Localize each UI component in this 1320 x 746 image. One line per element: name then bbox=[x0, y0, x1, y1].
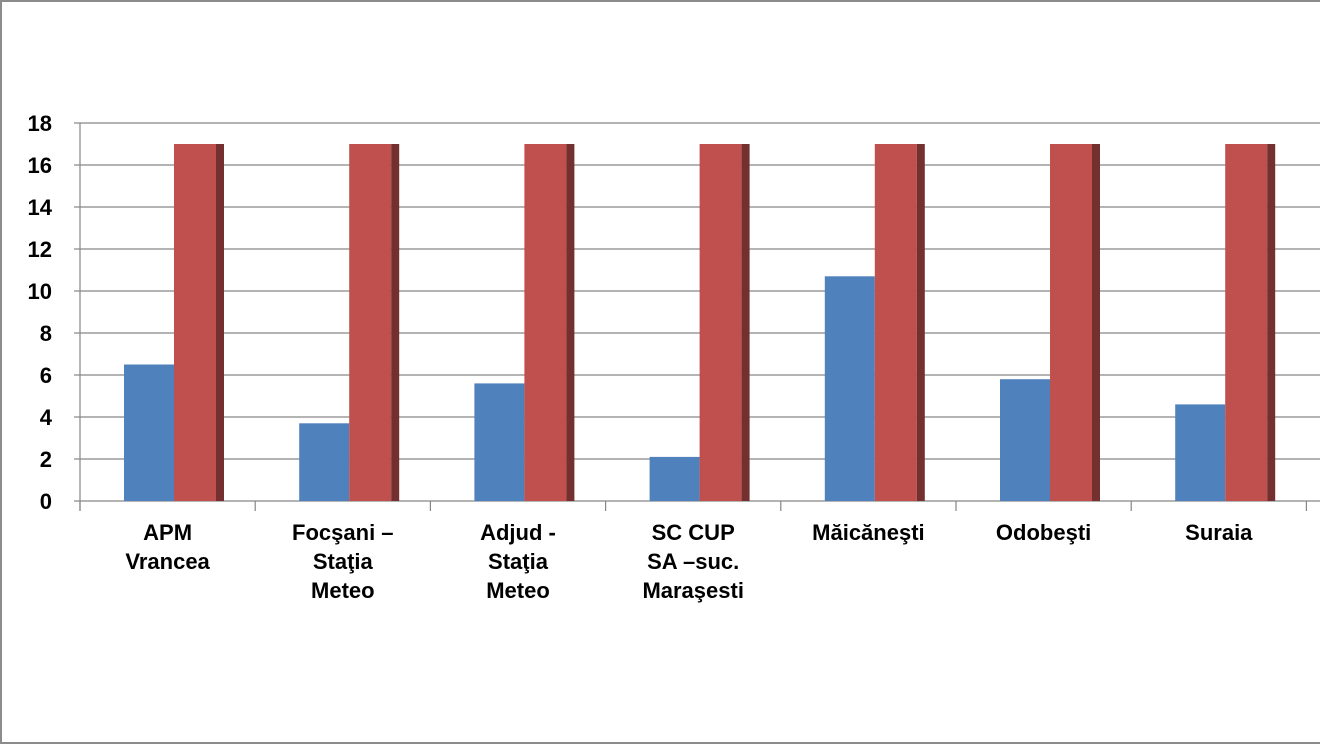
x-tick-label: Vrancea bbox=[125, 549, 210, 574]
x-tick-label: SC CUP bbox=[652, 520, 735, 545]
y-tick-label: 18 bbox=[28, 111, 52, 136]
bar-face bbox=[524, 144, 567, 501]
y-tick-label: 0 bbox=[40, 489, 52, 514]
bar bbox=[1225, 144, 1276, 501]
bar bbox=[824, 276, 875, 501]
bar-side bbox=[216, 144, 224, 501]
y-tick-label: 2 bbox=[40, 447, 52, 472]
bar-face bbox=[1050, 144, 1092, 501]
bar bbox=[474, 383, 525, 501]
bar-face bbox=[1175, 404, 1226, 501]
y-tick-label: 12 bbox=[28, 237, 52, 262]
bar-side bbox=[916, 144, 925, 501]
bar-side bbox=[1092, 144, 1100, 501]
bar bbox=[874, 144, 925, 501]
x-tick-label: Odobeşti bbox=[996, 520, 1091, 545]
y-tick-label: 16 bbox=[28, 153, 52, 178]
x-tick-label: Adjud - bbox=[480, 520, 556, 545]
x-tick-label: Meteo bbox=[311, 578, 375, 603]
bar-face bbox=[299, 423, 350, 501]
x-tick-label: Staţia bbox=[488, 549, 549, 574]
x-tick-label: Maraşesti bbox=[642, 578, 744, 603]
y-tick-label: 10 bbox=[28, 279, 52, 304]
bar-side bbox=[566, 144, 575, 501]
bar-face bbox=[1000, 379, 1050, 501]
bar-face bbox=[174, 144, 216, 501]
bar-face bbox=[874, 144, 917, 501]
y-tick-label: 8 bbox=[40, 321, 52, 346]
x-tick-label: Meteo bbox=[486, 578, 550, 603]
x-tick-label: Focşani – bbox=[292, 520, 393, 545]
bar bbox=[1050, 144, 1100, 501]
bar-face bbox=[349, 144, 392, 501]
bar-side bbox=[1267, 144, 1276, 501]
x-tick-label: SA –suc. bbox=[647, 549, 739, 574]
bar bbox=[1000, 379, 1050, 501]
bar-face bbox=[824, 276, 875, 501]
y-tick-label: 4 bbox=[40, 405, 53, 430]
bar bbox=[649, 456, 700, 501]
bar bbox=[174, 144, 224, 501]
y-tick-label: 14 bbox=[28, 195, 53, 220]
y-tick-label: 6 bbox=[40, 363, 52, 388]
bar bbox=[699, 144, 750, 501]
x-tick-label: Staţia bbox=[313, 549, 374, 574]
bar-face bbox=[474, 383, 525, 501]
bar bbox=[299, 423, 350, 501]
bar-face bbox=[1225, 144, 1268, 501]
x-tick-label: Suraia bbox=[1185, 520, 1253, 545]
bar-side bbox=[741, 144, 750, 501]
bar-face bbox=[124, 364, 174, 501]
bar bbox=[1175, 404, 1226, 501]
bar-face bbox=[649, 456, 700, 501]
bar bbox=[124, 364, 174, 501]
x-tick-label: APM bbox=[143, 520, 192, 545]
bar bbox=[349, 144, 400, 501]
bar-face bbox=[699, 144, 742, 501]
bar-side bbox=[391, 144, 400, 501]
bar bbox=[524, 144, 575, 501]
x-tick-label: Măicăneşti bbox=[812, 520, 925, 545]
